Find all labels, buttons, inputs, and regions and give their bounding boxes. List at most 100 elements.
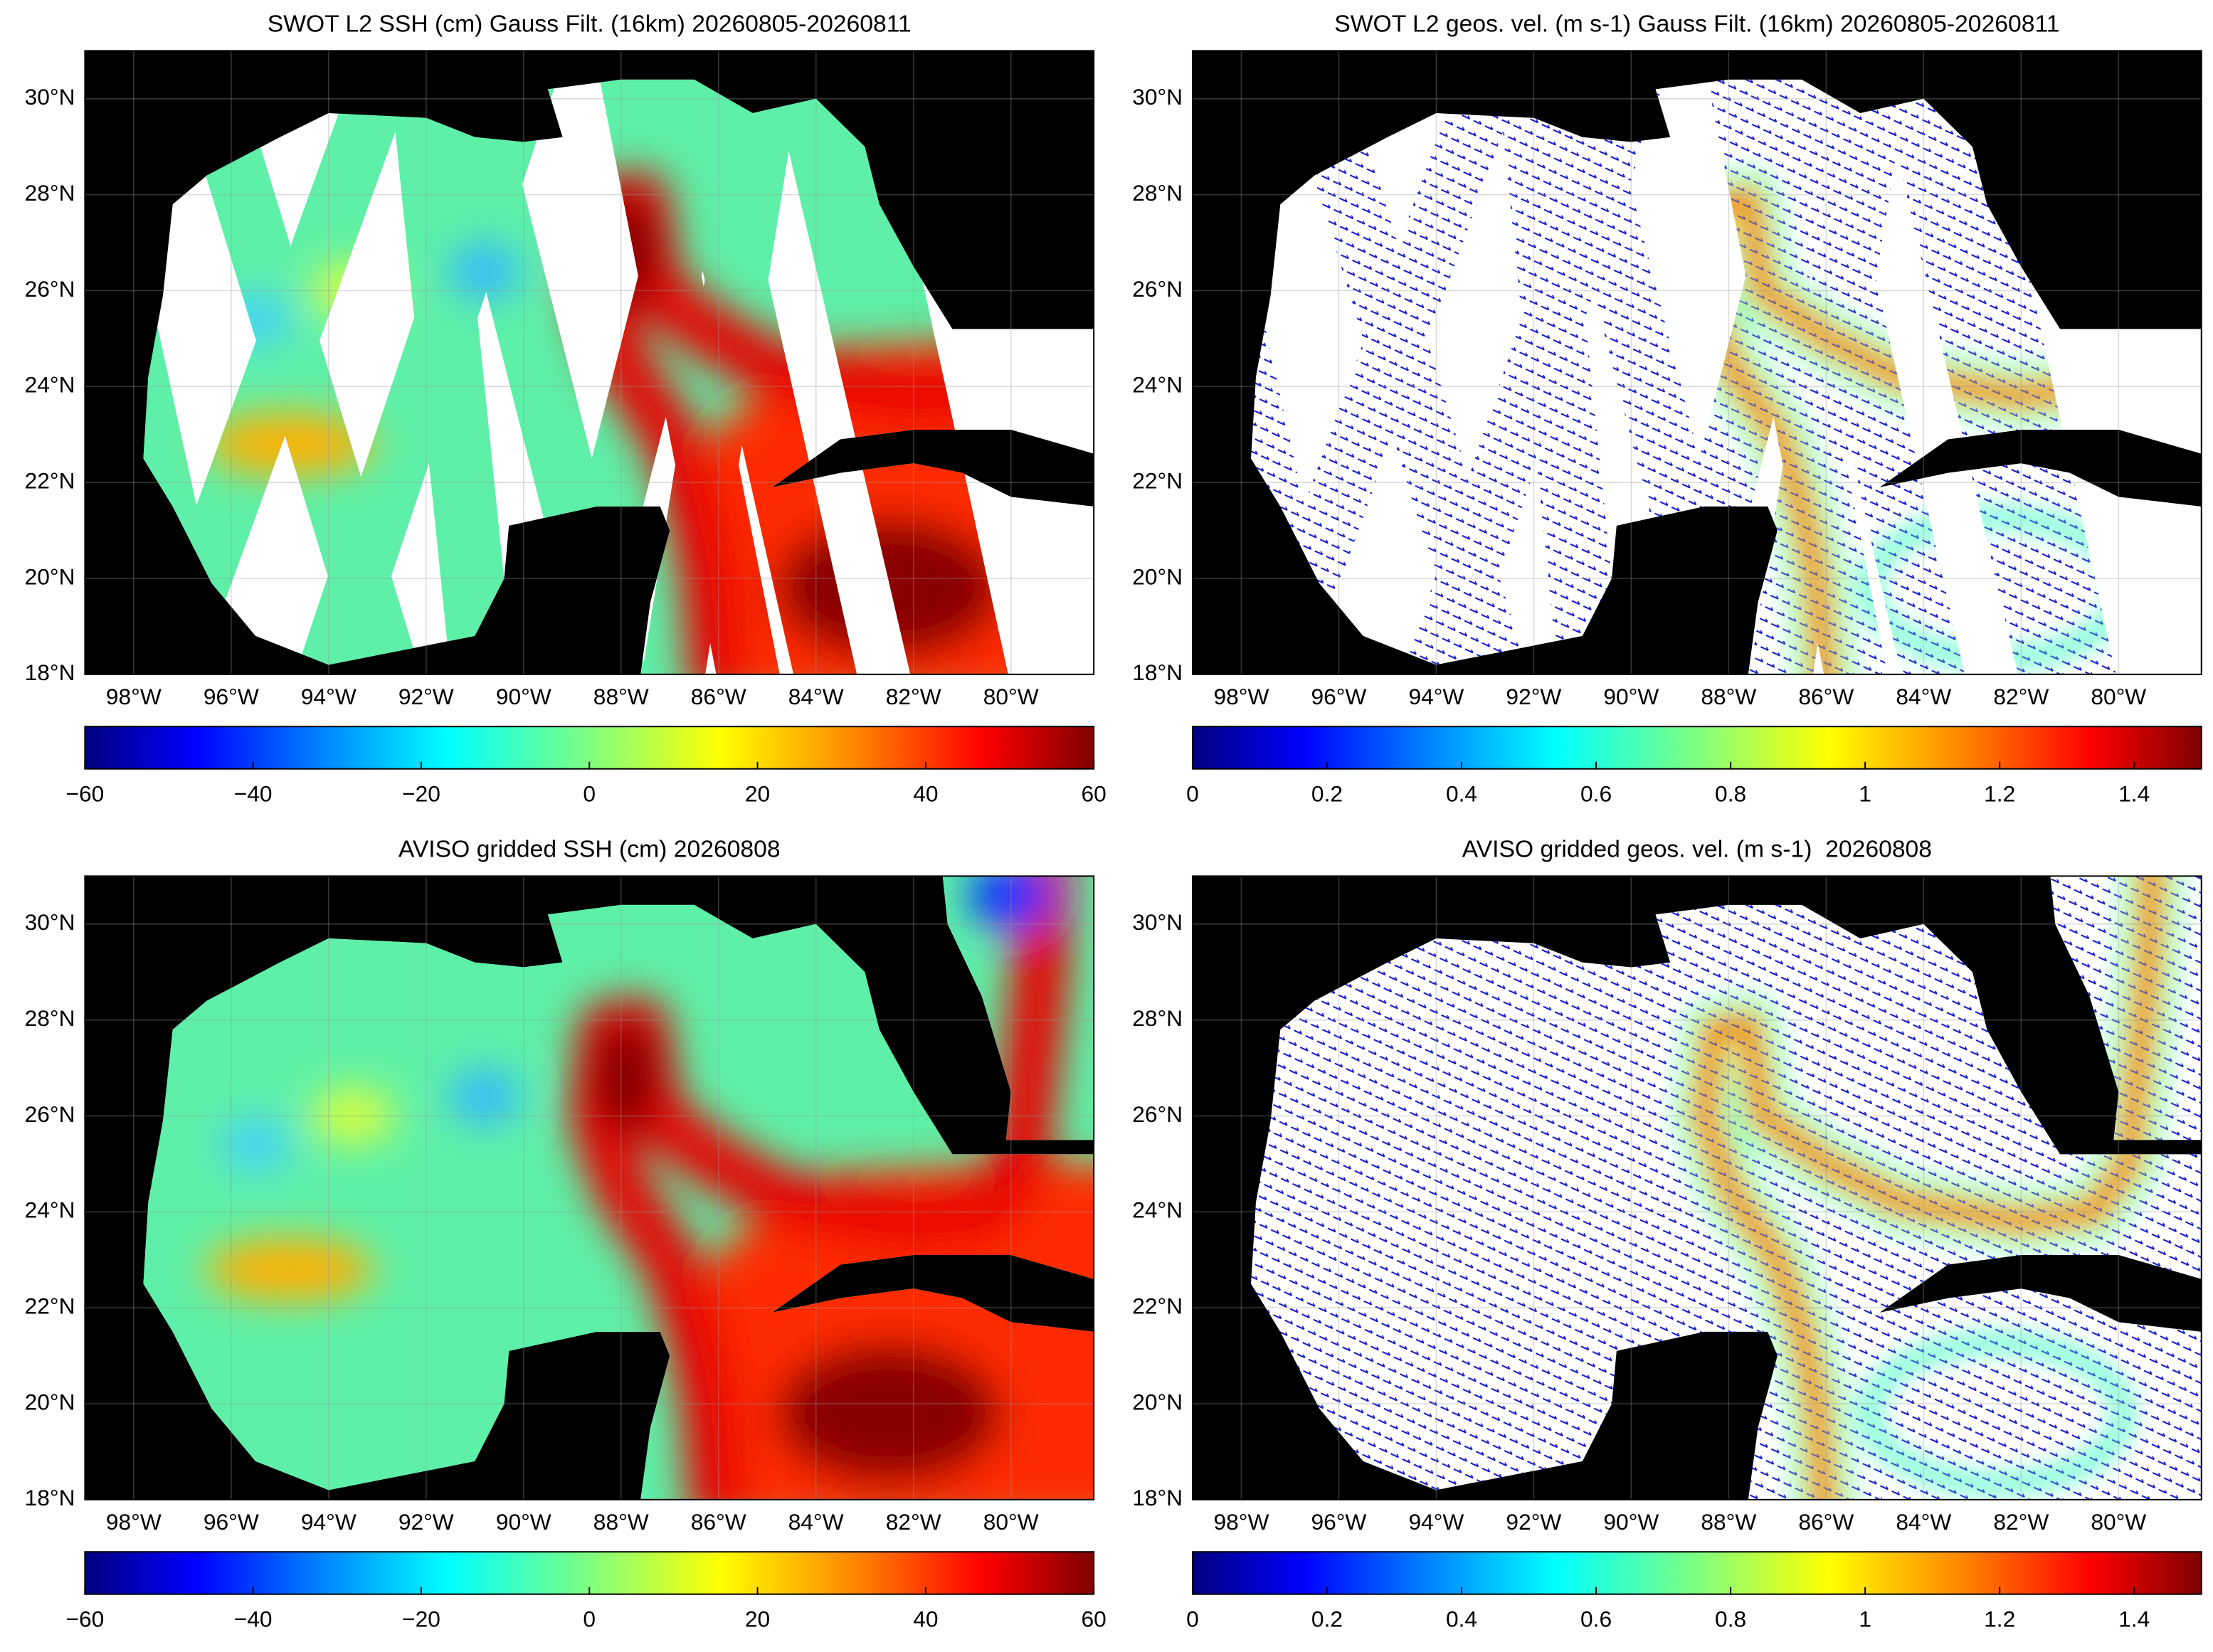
x-tick-label: 88°W xyxy=(593,684,649,709)
panel-title: SWOT L2 geos. vel. (m s-1) Gauss Filt. (… xyxy=(1334,11,2059,38)
colorbar-tick-label: 0.4 xyxy=(1446,1606,1477,1632)
x-tick-label: 94°W xyxy=(1408,1509,1464,1535)
x-tick-label: 82°W xyxy=(1993,684,2049,709)
x-tick-label: 90°W xyxy=(1603,684,1659,709)
y-tick-label: 30°N xyxy=(1132,84,1183,110)
y-tick-label: 26°N xyxy=(25,276,75,302)
colorbar-tick-label: 1.4 xyxy=(2118,781,2150,807)
panel-title: AVISO gridded geos. vel. (m s-1) 2026080… xyxy=(1462,836,1932,863)
colorbar-tick-label: 0.8 xyxy=(1715,781,1746,807)
colorbar-tick-label: 0.4 xyxy=(1446,781,1477,807)
x-tick-label: 82°W xyxy=(886,684,941,709)
colorbar xyxy=(1191,1551,2202,1595)
panel: SWOT L2 SSH (cm) Gauss Filt. (16km) 2026… xyxy=(25,11,1106,807)
y-tick-label: 18°N xyxy=(1132,660,1183,685)
colorbar-tick-label: 0 xyxy=(1186,781,1199,807)
y-tick-label: 26°N xyxy=(1132,1101,1183,1127)
colorbar-tick-label: 0 xyxy=(583,781,596,807)
ocean xyxy=(143,876,1094,1500)
y-tick-label: 22°N xyxy=(25,1293,75,1319)
x-tick-label: 90°W xyxy=(496,1509,551,1535)
colorbar-tick-label: 1 xyxy=(1859,781,1871,807)
x-tick-label: 96°W xyxy=(1311,1509,1366,1535)
colorbar-tick-label: −20 xyxy=(402,781,440,807)
colorbar-tick-label: 0.2 xyxy=(1311,1606,1343,1632)
panel-title: AVISO gridded SSH (cm) 20260808 xyxy=(398,836,781,863)
y-tick-label: 18°N xyxy=(25,1485,75,1510)
ssh-cold xyxy=(968,876,1054,931)
x-tick-label: 88°W xyxy=(593,1509,649,1535)
x-tick-label: 92°W xyxy=(1506,684,1561,709)
colorbar-tick-label: 20 xyxy=(745,781,770,807)
x-tick-label: 94°W xyxy=(1408,684,1464,709)
x-tick-label: 86°W xyxy=(1798,684,1854,709)
y-tick-label: 28°N xyxy=(1132,1005,1183,1031)
colorbar-tick-label: −20 xyxy=(402,1606,440,1632)
y-tick-label: 18°N xyxy=(1132,1485,1183,1510)
x-tick-label: 92°W xyxy=(398,684,454,709)
y-tick-label: 22°N xyxy=(1132,1293,1183,1319)
x-tick-label: 96°W xyxy=(1311,684,1366,709)
y-tick-label: 26°N xyxy=(1132,276,1183,302)
colorbar-tick-label: 1 xyxy=(1859,1606,1871,1632)
colorbar xyxy=(1191,726,2202,770)
x-tick-label: 98°W xyxy=(1213,684,1269,709)
x-tick-label: 98°W xyxy=(1213,1509,1269,1535)
map-frame xyxy=(84,50,1095,675)
ssh-high-core xyxy=(776,1343,1003,1484)
x-tick-label: 86°W xyxy=(1798,1509,1854,1535)
colorbar-tick-label: −60 xyxy=(65,1606,104,1632)
y-tick-label: 20°N xyxy=(25,1389,75,1414)
x-tick-label: 86°W xyxy=(691,684,746,709)
colorbar-tick-label: 1.2 xyxy=(1984,1606,2015,1632)
x-tick-label: 96°W xyxy=(204,1509,259,1535)
x-tick-label: 90°W xyxy=(1603,1509,1659,1535)
ssh-loop xyxy=(568,79,1014,674)
y-tick-label: 22°N xyxy=(25,468,75,494)
x-tick-label: 82°W xyxy=(1993,1509,2049,1535)
ssh-loop xyxy=(568,876,1074,1500)
map-frame xyxy=(84,875,1095,1500)
y-tick-label: 18°N xyxy=(25,660,75,685)
y-tick-label: 24°N xyxy=(25,372,75,398)
y-tick-label: 20°N xyxy=(1132,563,1183,589)
y-tick-label: 20°N xyxy=(25,563,75,589)
y-tick-label: 20°N xyxy=(1132,1389,1183,1414)
colorbar-tick-label: 0.6 xyxy=(1580,1606,1612,1632)
map-frame xyxy=(1191,50,2202,675)
colorbar-tick-label: 0.6 xyxy=(1580,781,1612,807)
colorbar-tick-label: −40 xyxy=(234,781,273,807)
x-tick-label: 88°W xyxy=(1701,1509,1756,1535)
ssh-cold xyxy=(220,1119,291,1170)
ssh-warm xyxy=(205,1238,375,1301)
ssh-warm xyxy=(310,1087,396,1145)
map-frame xyxy=(1191,875,2202,1500)
x-tick-label: 84°W xyxy=(788,684,844,709)
panel: SWOT L2 geos. vel. (m s-1) Gauss Filt. (… xyxy=(1132,11,2202,807)
x-tick-label: 94°W xyxy=(301,684,356,709)
x-tick-label: 92°W xyxy=(398,1509,454,1535)
y-tick-label: 26°N xyxy=(25,1101,75,1127)
colorbar-tick-label: 0 xyxy=(583,1606,596,1632)
ssh-cold xyxy=(449,1068,520,1126)
y-tick-label: 30°N xyxy=(25,909,75,935)
y-tick-label: 28°N xyxy=(25,180,75,206)
colorbar-tick-label: 0.2 xyxy=(1311,781,1343,807)
y-tick-label: 24°N xyxy=(1132,1197,1183,1223)
colorbar-tick-label: 40 xyxy=(913,1606,938,1632)
x-tick-label: 80°W xyxy=(983,1509,1039,1535)
colorbar-tick-label: 20 xyxy=(745,1606,770,1632)
x-tick-label: 96°W xyxy=(204,684,259,709)
x-tick-label: 80°W xyxy=(983,684,1039,709)
ssh-cold xyxy=(449,243,520,300)
y-tick-label: 28°N xyxy=(25,1005,75,1031)
colorbar-tick-label: 60 xyxy=(1082,1606,1106,1632)
y-tick-label: 22°N xyxy=(1132,468,1183,494)
x-tick-label: 82°W xyxy=(886,1509,941,1535)
colorbar-tick-label: 0.8 xyxy=(1715,1606,1746,1632)
panel-title: SWOT L2 SSH (cm) Gauss Filt. (16km) 2026… xyxy=(268,11,912,38)
x-tick-label: 88°W xyxy=(1701,684,1756,709)
ssh-anomalies xyxy=(205,876,1094,1500)
